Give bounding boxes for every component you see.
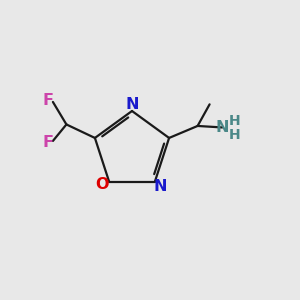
Text: H: H: [229, 128, 241, 142]
Text: N: N: [125, 97, 139, 112]
Text: N: N: [154, 178, 167, 194]
Text: N: N: [215, 120, 229, 135]
Text: F: F: [42, 135, 53, 150]
Text: F: F: [42, 93, 53, 108]
Text: O: O: [96, 177, 109, 192]
Text: H: H: [229, 114, 241, 128]
